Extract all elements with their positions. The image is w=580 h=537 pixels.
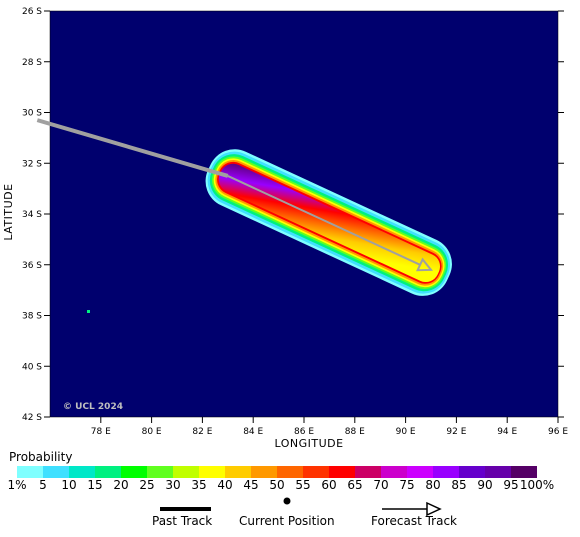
probability-swatch [277, 466, 303, 478]
longitude-tick-label: 82 E [192, 427, 212, 437]
longitude-tick-label: 88 E [345, 427, 365, 437]
latitude-tick-label: 40 S [22, 362, 42, 372]
probability-swatch [303, 466, 329, 478]
latitude-tick-label: 34 S [22, 210, 42, 220]
probability-swatch [43, 466, 69, 478]
latitude-tick-label: 26 S [22, 7, 42, 17]
probability-color-scale [17, 466, 537, 478]
longitude-tick-label: 86 E [294, 427, 314, 437]
longitude-ticks: 78 E 80 E 82 E 84 E 86 E 88 E 90 E 92 E 94 E 96 E [91, 417, 568, 437]
probability-scale-label: 75 [399, 478, 415, 492]
probability-scale-label: 100% [519, 478, 555, 492]
probability-swatch [485, 466, 511, 478]
forecast-arrowhead-icon [416, 257, 434, 272]
past-track-key-label: Past Track [152, 514, 213, 528]
probability-swatch [251, 466, 277, 478]
probability-swatch [225, 466, 251, 478]
forecast-track-key-label: Forecast Track [371, 514, 457, 528]
probability-scale-label: 15 [87, 478, 103, 492]
longitude-tick-label: 94 E [497, 427, 517, 437]
probability-speck [87, 310, 90, 313]
x-axis-title: LONGITUDE [274, 437, 343, 450]
forecast-arrow-key-icon [426, 501, 442, 517]
probability-scale-label: 95 [503, 478, 519, 492]
probability-scale-label: 70 [373, 478, 389, 492]
probability-scale-label: 55 [295, 478, 311, 492]
longitude-tick-label: 92 E [446, 427, 466, 437]
current-position-key-label: Current Position [239, 514, 335, 528]
latitude-tick-label: 32 S [22, 159, 42, 169]
probability-scale-label: 35 [191, 478, 207, 492]
probability-swatch [329, 466, 355, 478]
probability-scale-label: 65 [347, 478, 363, 492]
longitude-tick-label: 90 E [396, 427, 416, 437]
probability-swatch [381, 466, 407, 478]
probability-scale-label: 1% [7, 478, 27, 492]
probability-scale-label: 85 [451, 478, 467, 492]
legend-title: Probability [9, 450, 73, 464]
probability-swatch [121, 466, 147, 478]
probability-swatch [17, 466, 43, 478]
latitude-tick-label: 38 S [22, 312, 42, 322]
latitude-tick-label: 30 S [22, 109, 42, 119]
probability-scale-label: 25 [139, 478, 155, 492]
probability-swatch [459, 466, 485, 478]
probability-swatch [355, 466, 381, 478]
longitude-tick-label: 96 E [548, 427, 568, 437]
probability-scale-label: 10 [61, 478, 77, 492]
forecast-track-line [227, 175, 421, 266]
latitude-tick-label: 28 S [22, 58, 42, 68]
latitude-tick-label: 42 S [22, 413, 42, 423]
longitude-tick-label: 84 E [243, 427, 263, 437]
probability-scale-label: 40 [217, 478, 233, 492]
y-axis-title: LATITUDE [2, 183, 15, 240]
probability-swatch [511, 466, 537, 478]
current-position-key-dot [283, 497, 291, 505]
probability-swatch [407, 466, 433, 478]
probability-swatch [433, 466, 459, 478]
latitude-tick-label: 36 S [22, 261, 42, 271]
past-track-line [36, 118, 229, 178]
probability-swatch [95, 466, 121, 478]
probability-scale-label: 50 [269, 478, 285, 492]
probability-scale-label: 5 [39, 478, 47, 492]
probability-swatch [173, 466, 199, 478]
probability-scale-label: 20 [113, 478, 129, 492]
probability-scale-label: 30 [165, 478, 181, 492]
probability-scale-label: 80 [425, 478, 441, 492]
longitude-tick-label: 80 E [142, 427, 162, 437]
latitude-ticks: 26 S 28 S 30 S 32 S 34 S 36 S 38 S 40 S 42 S [22, 7, 564, 423]
copyright-text: © UCL 2024 [63, 402, 123, 412]
probability-scale-label: 45 [243, 478, 259, 492]
probability-scale-label: 60 [321, 478, 337, 492]
longitude-tick-label: 78 E [91, 427, 111, 437]
probability-swatch [147, 466, 173, 478]
probability-swatch [69, 466, 95, 478]
probability-swatch [199, 466, 225, 478]
probability-scale-label: 90 [477, 478, 493, 492]
